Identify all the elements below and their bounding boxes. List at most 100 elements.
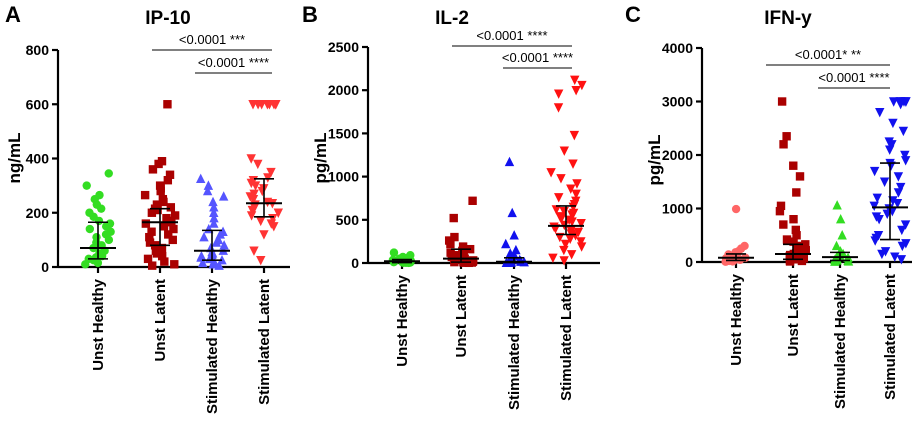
data-point	[887, 140, 897, 150]
data-point	[728, 257, 737, 266]
y-tick-label: 2500	[328, 39, 359, 55]
data-point	[248, 194, 259, 205]
data-point	[801, 240, 810, 249]
data-point	[156, 186, 165, 196]
data-point	[576, 219, 586, 229]
category-label: Stimulated Healthy	[204, 278, 221, 414]
data-point	[791, 225, 801, 235]
data-point	[153, 205, 162, 215]
category-label: Unst Healthy	[394, 274, 411, 366]
data-point	[571, 86, 581, 96]
data-point	[877, 249, 887, 260]
category-label: Stimulated Healthy	[832, 273, 849, 409]
data-point	[777, 97, 787, 106]
y-tick-label: 600	[26, 96, 50, 112]
y-axis-label: ng/mL	[5, 133, 24, 184]
data-point	[884, 145, 895, 155]
data-point	[875, 108, 885, 118]
data-point	[795, 172, 805, 181]
data-point	[141, 219, 151, 228]
data-point	[879, 177, 890, 187]
y-tick-label: 1000	[328, 169, 359, 185]
data-point	[566, 184, 576, 194]
data-point	[449, 213, 458, 223]
data-point	[248, 100, 258, 110]
data-point	[556, 174, 566, 184]
significance-label: <0.0001 ****	[476, 28, 547, 43]
data-point	[256, 216, 266, 227]
category-label: Unst Healthy	[90, 278, 107, 370]
panel-c: C IFN-y pg/mL 0 1000 2000 3000 4000 Unst Healthy…	[625, 2, 912, 409]
category-label: Stimulated Latent	[256, 279, 273, 405]
data-point	[890, 252, 900, 262]
category-label: Stimulated Healthy	[506, 274, 523, 410]
category-label: Unst Latent	[785, 274, 802, 357]
y-axis-label: pg/mL	[311, 133, 330, 184]
data-point	[247, 205, 258, 216]
panel-a: A IP-10 ng/mL 0 200 400 600 800 Unst Healthy Unst…	[5, 2, 290, 414]
data-point	[870, 236, 880, 246]
data-point	[145, 238, 155, 247]
data-point	[895, 99, 906, 110]
data-point	[896, 182, 906, 193]
data-point	[898, 126, 909, 137]
data-point	[900, 220, 911, 230]
data-point	[559, 146, 570, 156]
data-point	[82, 181, 91, 190]
data-point	[888, 118, 898, 129]
data-point	[197, 257, 208, 268]
significance-label: <0.0001 ****	[818, 70, 889, 85]
data-point	[148, 165, 158, 174]
data-point	[546, 168, 556, 178]
data-point	[256, 256, 266, 266]
data-point	[874, 215, 884, 225]
data-point	[165, 170, 175, 179]
data-point	[97, 204, 106, 213]
data-point	[888, 97, 899, 107]
data-point	[801, 246, 810, 255]
y-tick-label: 800	[26, 42, 50, 58]
data-point	[269, 100, 279, 110]
data-point	[893, 172, 904, 182]
data-point	[168, 235, 177, 245]
data-point	[468, 196, 477, 205]
data-point	[450, 232, 459, 242]
data-point	[214, 260, 224, 270]
category-label: Stimulated Latent	[882, 274, 899, 400]
data-point	[900, 150, 910, 161]
data-point	[273, 208, 283, 218]
y-tick-label: 500	[336, 212, 360, 228]
data-point	[104, 169, 113, 178]
data-point	[797, 256, 807, 266]
data-point	[140, 190, 150, 200]
data-point	[253, 159, 263, 170]
data-point	[731, 204, 741, 214]
data-point	[721, 257, 730, 266]
significance-label: <0.0001 ***	[179, 32, 245, 47]
data-point	[504, 156, 515, 167]
data-point	[219, 240, 229, 250]
data-point	[775, 206, 785, 216]
data-point	[203, 180, 214, 190]
y-tick-label: 3000	[662, 94, 693, 110]
panel-b: B IL-2 pg/mL 0 500 1000 1500 2000 2500 Unst Healt…	[302, 2, 600, 410]
data-point	[160, 257, 169, 266]
data-point	[209, 202, 219, 212]
panel-letter: C	[625, 2, 641, 27]
data-point	[163, 176, 173, 185]
y-tick-label: 1500	[328, 125, 359, 141]
data-point	[202, 185, 213, 196]
data-point	[93, 258, 103, 268]
data-point	[209, 207, 219, 217]
data-point	[831, 240, 842, 251]
data-point	[553, 103, 564, 113]
data-point	[568, 202, 579, 213]
data-point	[886, 161, 896, 171]
y-tick-label: 4000	[662, 40, 693, 56]
data-point	[208, 196, 218, 207]
panel-title: IL-2	[435, 8, 469, 29]
data-point	[199, 231, 209, 242]
data-point	[566, 250, 577, 260]
data-point	[446, 239, 455, 249]
category-label: Unst Latent	[453, 275, 470, 358]
